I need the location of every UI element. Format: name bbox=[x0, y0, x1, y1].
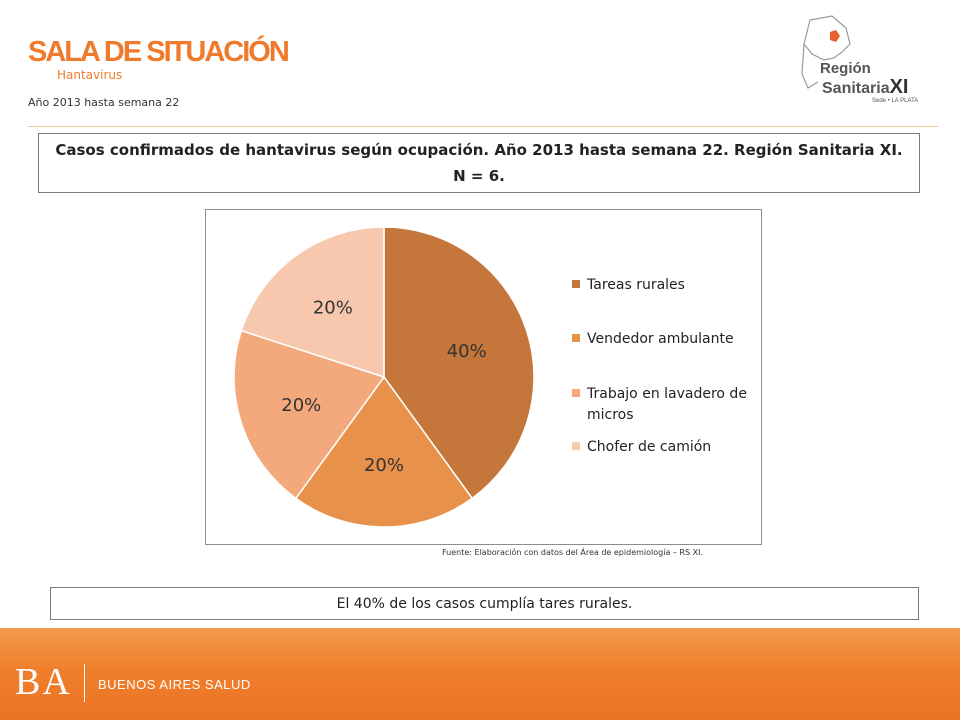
legend-swatch-0 bbox=[572, 280, 580, 288]
pie-data-label-0: 40% bbox=[447, 341, 487, 362]
page-subtitle: Hantavirus bbox=[57, 68, 123, 82]
source-note: Fuente: Elaboración con datos del Área d… bbox=[442, 548, 703, 557]
ba-logo: BA bbox=[15, 661, 72, 703]
pie-chart: 40% 20% 20% 20% Tareas rurales Vendedor ambul… bbox=[233, 226, 747, 528]
logo-sanitaria-text: SanitariaXI bbox=[822, 76, 909, 98]
pie-data-label-3: 20% bbox=[313, 298, 353, 319]
footer-separator bbox=[84, 664, 85, 702]
legend-swatch-3 bbox=[572, 442, 580, 450]
legend-label-0: Tareas rurales bbox=[586, 277, 685, 293]
pie-slice-1 bbox=[294, 375, 474, 528]
logo-region-text: Región bbox=[820, 60, 871, 77]
chart-title: Casos confirmados de hantavirus según oc… bbox=[38, 133, 920, 193]
logo-sede-text: Sede • LA PLATA bbox=[872, 98, 919, 104]
legend-label-1: Vendedor ambulante bbox=[587, 331, 734, 347]
pie-data-label-2: 20% bbox=[281, 395, 321, 416]
pie-slice-0 bbox=[383, 226, 535, 500]
summary-note: El 40% de los casos cumplía tares rurale… bbox=[50, 587, 919, 620]
legend-label-3: Chofer de camión bbox=[587, 439, 711, 455]
pie-data-label-1: 20% bbox=[364, 455, 404, 476]
chart-frame: 40% 20% 20% 20% Tareas rurales Vendedor ambul… bbox=[205, 209, 762, 545]
header-divider bbox=[28, 126, 938, 127]
pie-slice-2 bbox=[233, 329, 386, 500]
period-label: Año 2013 hasta semana 22 bbox=[28, 96, 180, 109]
footer-bar bbox=[0, 628, 960, 720]
page-title: SALA DE SITUACIÓN bbox=[28, 36, 290, 68]
legend-swatch-2 bbox=[572, 389, 580, 397]
legend-label-2: Trabajo en lavadero de micros bbox=[586, 386, 747, 423]
footer-brand-text: BUENOS AIRES SALUD bbox=[98, 677, 251, 692]
logo-xi-text: XI bbox=[889, 76, 909, 98]
pie-slice-3 bbox=[240, 226, 385, 379]
legend-swatch-1 bbox=[572, 334, 580, 342]
region-map-logo-icon bbox=[801, 15, 851, 89]
